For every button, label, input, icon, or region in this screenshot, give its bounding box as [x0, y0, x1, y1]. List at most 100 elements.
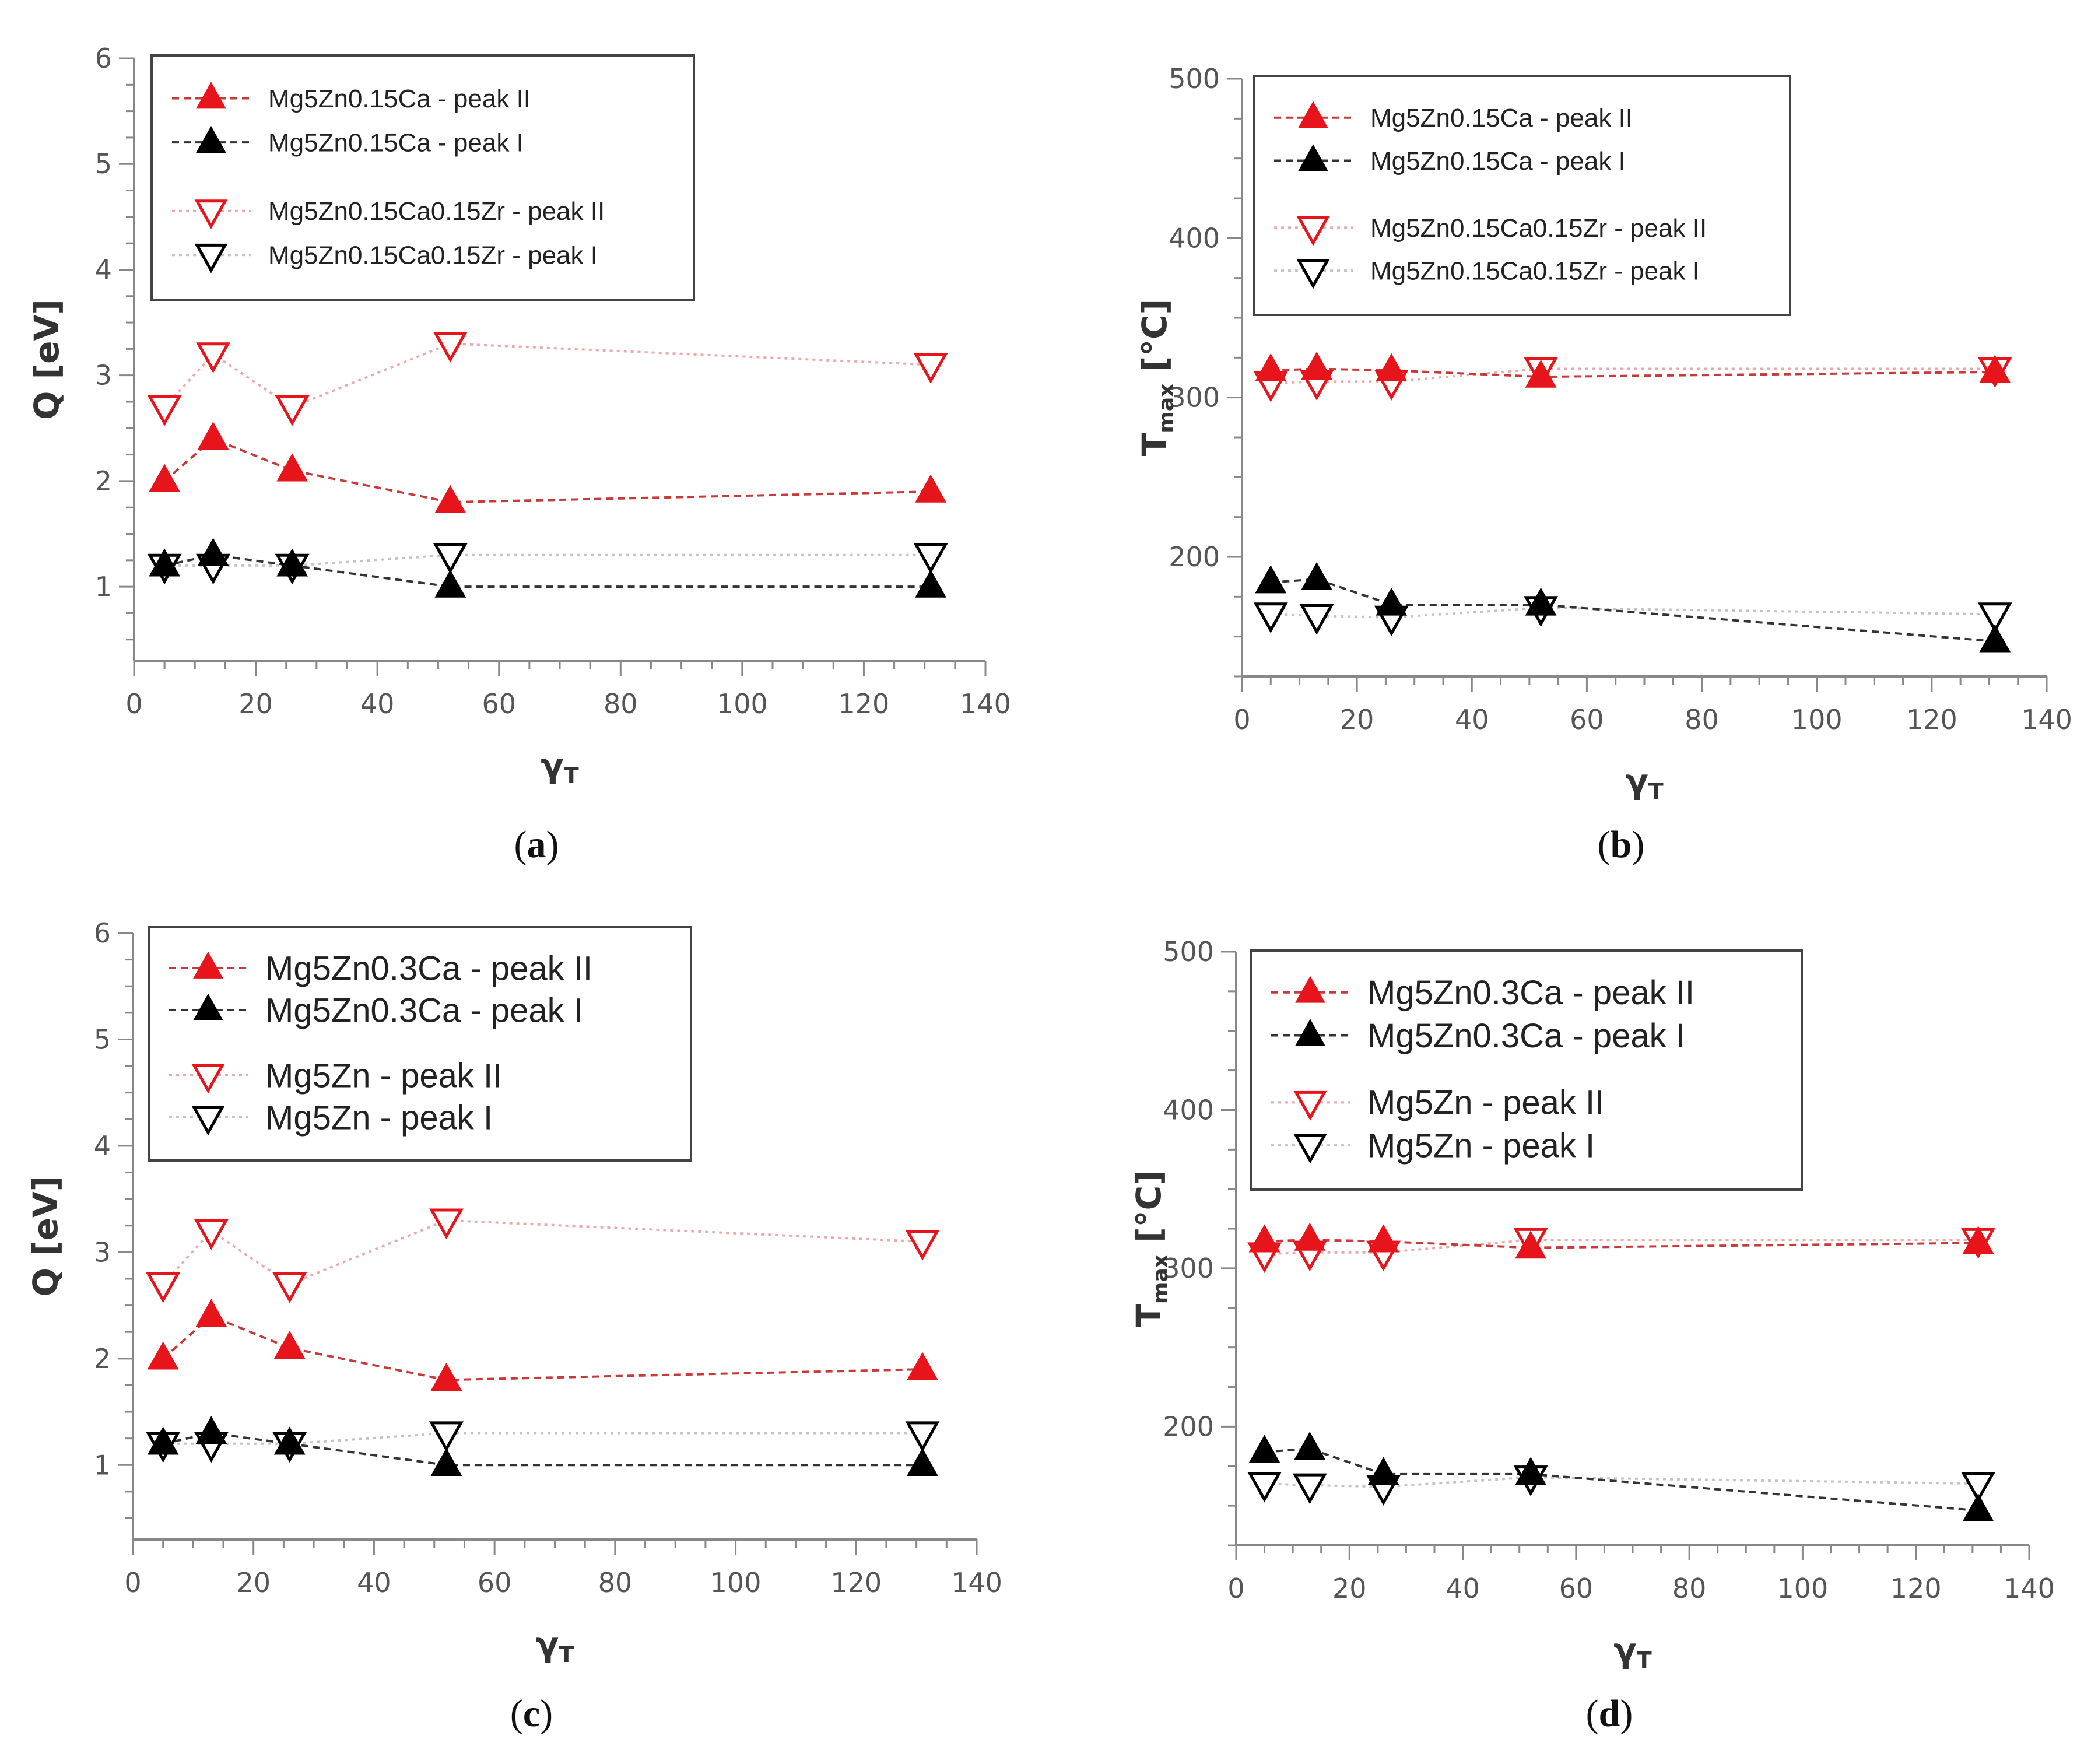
x-tick-label: 120 [1890, 1573, 1942, 1604]
data-point [429, 1421, 464, 1453]
y-tick-label: 400 [1163, 1094, 1214, 1125]
data-point [1248, 1224, 1280, 1253]
legend-label: Mg5Zn0.15Ca - peak II [1370, 104, 1633, 132]
data-point [149, 464, 181, 492]
series-line [163, 437, 931, 504]
data-point [1515, 1230, 1547, 1259]
legend-marker [1298, 144, 1328, 171]
data-point [434, 569, 466, 598]
panel-caption: (b) [1598, 823, 1645, 866]
legend-marker [194, 243, 228, 273]
data-point [433, 543, 468, 574]
y-axis-title: Tmax [°C] [1129, 1170, 1173, 1327]
legend-box [148, 926, 692, 1162]
x-tick-label: 100 [1777, 1573, 1829, 1604]
data-point [429, 1208, 464, 1240]
legend-marker [1295, 1019, 1325, 1046]
y-tick-label: 4 [94, 1130, 111, 1162]
x-tick-label: 0 [1233, 704, 1250, 735]
y-tick-label: 200 [1169, 541, 1220, 573]
data-point [913, 543, 948, 574]
data-point [915, 569, 947, 598]
x-tick-label: 120 [1906, 704, 1957, 735]
data-point [276, 548, 308, 577]
data-point [1515, 1457, 1547, 1485]
data-point [1962, 1226, 1994, 1254]
chart-panel-c: 0 20 40 60 80 100 120 140 1 2 3 4 5 6 γT Q [eV] Mg5Zn0.3… [26, 917, 1002, 1735]
legend-marker [1296, 259, 1330, 289]
y-tick-label: 6 [94, 917, 111, 949]
x-tick-label: 0 [124, 1567, 141, 1598]
data-point [197, 421, 229, 450]
data-point [905, 1229, 940, 1261]
chart-panel-a: 0 20 40 60 80 100 120 140 1 2 3 4 5 6 γT Q [eV] Mg5Zn0.1… [27, 43, 1011, 866]
x-tick-label: 20 [238, 688, 273, 720]
legend-label: Mg5Zn - peak II [1367, 1084, 1604, 1122]
legend-label: Mg5Zn0.15Ca0.15Zr - peak I [268, 241, 598, 270]
x-tick-label: 40 [1446, 1573, 1480, 1604]
data-point [1979, 355, 2011, 383]
legend-box [1250, 949, 1803, 1191]
chart-panel-b: 0 20 40 60 80 100 120 140 200 300 400 500 γT Tmax [°C… [1135, 63, 2072, 866]
x-tick-label: 100 [710, 1567, 762, 1598]
x-tick-label: 0 [125, 688, 142, 720]
y-tick-label: 500 [1163, 936, 1214, 967]
x-tick-label: 0 [1227, 1573, 1244, 1604]
x-tick-label: 60 [1559, 1573, 1594, 1604]
x-tick-label: 20 [1332, 1573, 1367, 1604]
panel-caption: (d) [1586, 1692, 1633, 1735]
legend-label: Mg5Zn0.3Ca - peak II [1367, 974, 1694, 1012]
y-tick-label: 1 [95, 571, 112, 602]
y-tick-label: 2 [94, 1343, 111, 1374]
legend-label: Mg5Zn0.15Ca - peak II [268, 85, 531, 113]
legend-marker [196, 82, 226, 109]
data-point [195, 1299, 227, 1327]
data-point [275, 395, 310, 426]
data-point [1255, 353, 1287, 381]
data-point [430, 1447, 462, 1476]
x-tick-label: 140 [960, 688, 1011, 720]
y-axis-title: Q [eV] [26, 1176, 65, 1297]
x-tick-label: 80 [1672, 1573, 1707, 1604]
legend-marker [1298, 101, 1328, 128]
data-point [194, 1219, 229, 1250]
x-tick-label: 40 [1455, 704, 1489, 735]
legend-marker [1293, 1090, 1327, 1121]
data-point [1961, 1471, 1996, 1503]
data-point [276, 453, 308, 482]
panel-caption: (c) [510, 1692, 553, 1735]
data-point [1299, 604, 1334, 635]
x-tick-label: 120 [839, 688, 890, 720]
data-point [1301, 352, 1333, 380]
data-point [146, 1272, 181, 1303]
data-point [149, 548, 181, 577]
data-point [433, 332, 468, 363]
data-point [907, 1447, 938, 1476]
data-point [273, 1426, 306, 1455]
y-tick-label: 500 [1169, 63, 1220, 94]
legend-marker [193, 951, 223, 979]
data-point [915, 474, 947, 503]
y-tick-label: 200 [1163, 1411, 1214, 1442]
y-axis-title: Tmax [°C] [1135, 299, 1178, 456]
data-point [147, 1426, 179, 1455]
legend-marker [193, 993, 223, 1020]
legend-marker [196, 125, 226, 153]
legend-marker [194, 199, 228, 230]
legend-label: Mg5Zn0.15Ca - peak I [268, 129, 524, 157]
data-point [1247, 1471, 1282, 1503]
y-tick-label: 300 [1163, 1253, 1214, 1284]
legend-marker [1295, 976, 1325, 1003]
legend-label: Mg5Zn0.3Ca - peak I [265, 991, 583, 1029]
x-axis-title: γT [1625, 762, 1664, 804]
series-line [163, 342, 931, 409]
legend-marker [1296, 216, 1330, 246]
x-axis-title: γT [536, 1625, 574, 1667]
legend-label: Mg5Zn0.3Ca - peak II [265, 949, 592, 987]
data-point [907, 1352, 938, 1380]
x-tick-label: 80 [604, 688, 638, 720]
y-tick-label: 4 [95, 254, 112, 285]
x-tick-label: 60 [482, 688, 516, 720]
legend-label: Mg5Zn0.15Ca0.15Zr - peak I [1370, 257, 1700, 286]
